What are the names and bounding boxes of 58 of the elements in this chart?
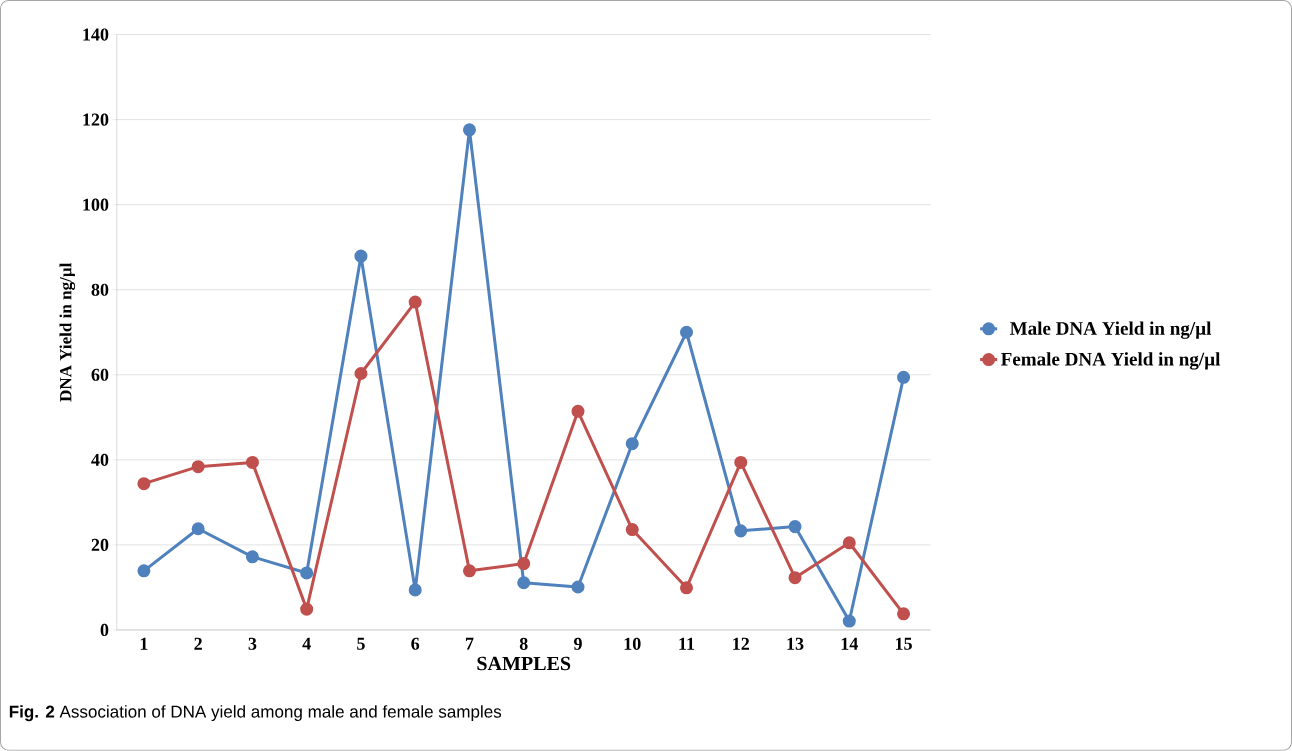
- point: [137, 564, 151, 578]
- point: [571, 404, 585, 418]
- y-tick-label: 60: [91, 368, 109, 381]
- point: [354, 249, 368, 263]
- point: [462, 123, 476, 137]
- point: [788, 571, 802, 585]
- point: [300, 566, 314, 580]
- point: [191, 522, 205, 536]
- point: [462, 564, 476, 578]
- x-tick-label: 14: [841, 637, 858, 650]
- y-axis-title: DNA Yield in ng/µl: [59, 263, 76, 402]
- point: [245, 550, 259, 564]
- x-tick-label: 8: [519, 637, 528, 651]
- x-tick-label: 2: [194, 637, 202, 650]
- point: [842, 536, 856, 550]
- point: [408, 295, 422, 309]
- point: [897, 370, 911, 384]
- point: [408, 583, 422, 597]
- point: [679, 325, 694, 339]
- legend-label: Female DNA Yield in ng/µl: [1001, 352, 1221, 370]
- y-tick-label: 0: [100, 623, 109, 637]
- point: [517, 557, 531, 571]
- y-tick-label: 120: [83, 113, 109, 126]
- y-tick-label: 80: [91, 283, 109, 296]
- point: [842, 614, 856, 628]
- point: [354, 367, 368, 381]
- point: [517, 576, 531, 590]
- y-tick-label: 140: [83, 28, 109, 41]
- point: [788, 520, 802, 534]
- x-tick-label: 12: [733, 637, 750, 650]
- legend-label: Male DNA Yield in ng/µl: [1010, 321, 1212, 339]
- point: [679, 581, 694, 595]
- y-tick-label: 100: [83, 198, 109, 211]
- point: [245, 456, 259, 470]
- point: [571, 580, 585, 594]
- x-tick-label: 9: [573, 637, 582, 650]
- point: [625, 523, 639, 537]
- x-tick-label: 10: [624, 637, 641, 651]
- point: [137, 477, 151, 491]
- x-tick-label: 1: [140, 637, 148, 650]
- text: Fig. 2 Association of DNA yield among male and female samples: [9, 705, 502, 722]
- point: [897, 607, 911, 621]
- x-axis-title: SAMPLES: [477, 656, 571, 671]
- point: [625, 437, 639, 451]
- x-tick-label: 7: [465, 637, 474, 650]
- x-tick-label: 5: [357, 637, 365, 650]
- x-tick-label: 6: [411, 637, 420, 650]
- x-tick-label: 4: [302, 637, 311, 650]
- point: [734, 524, 748, 538]
- x-tick-label: 11: [679, 637, 695, 650]
- x-tick-label: 15: [895, 637, 912, 650]
- x-tick-label: 13: [787, 637, 804, 650]
- point: [734, 456, 748, 470]
- point: [300, 602, 314, 616]
- y-tick-label: 40: [91, 453, 109, 467]
- x-tick-label: 3: [248, 637, 257, 650]
- point: [191, 460, 205, 474]
- y-tick-label: 20: [91, 538, 109, 552]
